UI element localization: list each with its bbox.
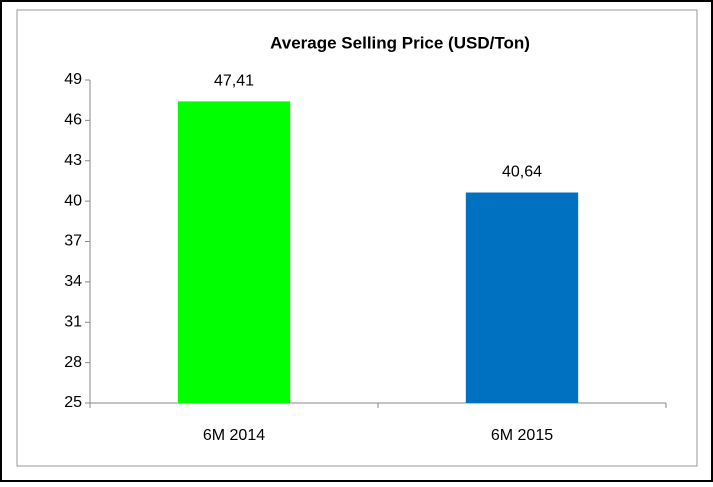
y-tick-label: 25 (64, 394, 82, 411)
chart-title: Average Selling Price (USD/Ton) (270, 33, 530, 52)
x-tick-label: 6M 2014 (203, 427, 265, 444)
y-tick-label: 49 (64, 71, 82, 88)
y-tick-label: 37 (64, 233, 82, 250)
x-tick-label: 6M 2015 (491, 427, 553, 444)
chart-frame (16, 9, 698, 467)
y-tick-label: 40 (64, 192, 82, 209)
y-tick-label: 31 (64, 313, 82, 330)
data-label: 40,64 (502, 164, 542, 181)
y-tick-label: 46 (64, 112, 82, 129)
y-tick-label: 43 (64, 152, 82, 169)
data-label: 47,41 (214, 73, 254, 90)
bar (177, 101, 291, 404)
bar (465, 192, 579, 403)
y-tick-label: 28 (64, 354, 82, 371)
y-tick-label: 34 (64, 273, 82, 290)
